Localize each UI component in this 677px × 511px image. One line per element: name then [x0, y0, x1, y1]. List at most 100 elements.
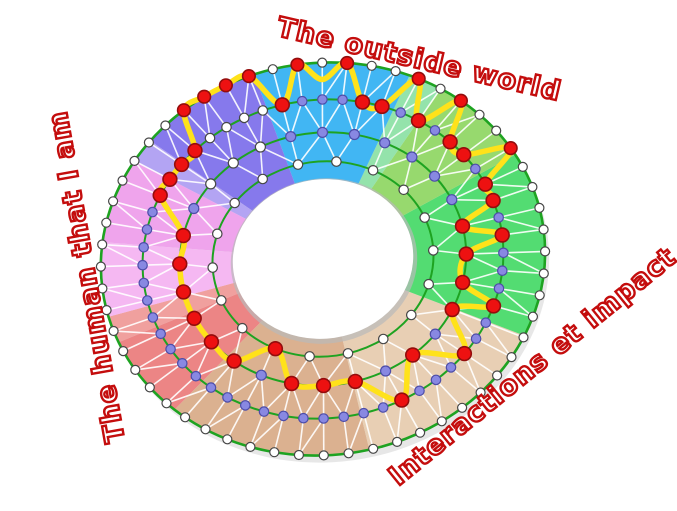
- selected-node[interactable]: [283, 375, 300, 392]
- outer-node[interactable]: [534, 290, 545, 301]
- outer-node[interactable]: [97, 283, 108, 294]
- outer-node[interactable]: [317, 57, 328, 68]
- inner-node[interactable]: [331, 156, 342, 167]
- ring2-node[interactable]: [395, 107, 406, 118]
- ring2-node[interactable]: [496, 265, 508, 276]
- outer-node[interactable]: [435, 83, 446, 94]
- selected-node[interactable]: [494, 227, 510, 243]
- ring2-node[interactable]: [204, 132, 216, 144]
- selected-node[interactable]: [405, 347, 421, 363]
- outer-node[interactable]: [143, 137, 154, 148]
- selected-node[interactable]: [290, 57, 305, 72]
- selected-node[interactable]: [347, 373, 363, 390]
- selected-node[interactable]: [410, 112, 427, 129]
- selected-node[interactable]: [444, 301, 460, 318]
- ring2-node[interactable]: [470, 333, 482, 344]
- ring2-node[interactable]: [414, 385, 425, 397]
- outer-node[interactable]: [161, 398, 172, 409]
- ring2-node[interactable]: [137, 259, 148, 271]
- ring2-node[interactable]: [337, 94, 348, 106]
- selected-node[interactable]: [456, 147, 472, 163]
- outer-node[interactable]: [457, 402, 468, 413]
- ring2-node[interactable]: [338, 411, 350, 423]
- selected-node[interactable]: [456, 345, 473, 362]
- selected-node[interactable]: [394, 392, 410, 408]
- ring3-node[interactable]: [285, 131, 297, 143]
- outer-node[interactable]: [117, 175, 128, 186]
- selected-node[interactable]: [176, 103, 191, 118]
- ring2-node[interactable]: [205, 382, 217, 393]
- outer-node[interactable]: [436, 416, 447, 427]
- outer-node[interactable]: [390, 65, 401, 77]
- ring3-node[interactable]: [188, 202, 200, 215]
- ring2-node[interactable]: [430, 374, 442, 386]
- ring2-node[interactable]: [377, 402, 389, 413]
- ring2-node[interactable]: [278, 410, 289, 422]
- outer-node[interactable]: [506, 352, 517, 363]
- ring3-node[interactable]: [205, 178, 217, 190]
- ring3-node[interactable]: [379, 137, 391, 149]
- ring2-node[interactable]: [138, 242, 149, 253]
- selected-node[interactable]: [175, 284, 192, 300]
- selected-node[interactable]: [267, 341, 284, 357]
- selected-node[interactable]: [175, 227, 192, 244]
- selected-node[interactable]: [226, 353, 242, 369]
- inner-node[interactable]: [212, 228, 223, 240]
- selected-node[interactable]: [442, 134, 458, 150]
- outer-node[interactable]: [144, 382, 155, 393]
- ring3-node[interactable]: [254, 141, 266, 153]
- selected-node[interactable]: [186, 310, 202, 326]
- outer-node[interactable]: [318, 450, 329, 461]
- inner-node[interactable]: [398, 184, 409, 196]
- ring2-node[interactable]: [358, 407, 369, 419]
- ring3-node[interactable]: [348, 128, 360, 141]
- selected-node[interactable]: [411, 71, 426, 86]
- inner-node[interactable]: [207, 262, 218, 273]
- selected-node[interactable]: [218, 78, 233, 93]
- inner-node[interactable]: [367, 165, 379, 176]
- selected-node[interactable]: [503, 141, 518, 156]
- outer-node[interactable]: [293, 449, 304, 461]
- ring3-node[interactable]: [429, 170, 441, 182]
- selected-node[interactable]: [152, 187, 168, 204]
- outer-node[interactable]: [160, 120, 171, 131]
- ring3-node[interactable]: [227, 157, 239, 169]
- selected-node[interactable]: [197, 89, 212, 104]
- outer-node[interactable]: [539, 246, 551, 257]
- ring2-node[interactable]: [298, 412, 309, 424]
- inner-node[interactable]: [304, 351, 315, 362]
- outer-node[interactable]: [130, 364, 141, 375]
- outer-node[interactable]: [269, 447, 280, 458]
- selected-node[interactable]: [454, 218, 471, 234]
- selected-node[interactable]: [485, 298, 502, 314]
- ring2-node[interactable]: [257, 105, 269, 116]
- outer-node[interactable]: [180, 412, 191, 423]
- outer-node[interactable]: [415, 427, 426, 438]
- ring2-node[interactable]: [480, 317, 492, 328]
- selected-node[interactable]: [173, 156, 190, 173]
- outer-node[interactable]: [491, 125, 502, 136]
- ring2-node[interactable]: [221, 121, 232, 133]
- outer-node[interactable]: [492, 370, 503, 381]
- selected-node[interactable]: [315, 377, 332, 394]
- ring3-node[interactable]: [446, 194, 458, 206]
- inner-node[interactable]: [427, 245, 439, 256]
- outer-node[interactable]: [101, 305, 112, 316]
- inner-node[interactable]: [292, 159, 304, 170]
- selected-node[interactable]: [340, 55, 355, 71]
- selected-node[interactable]: [203, 334, 220, 350]
- outer-node[interactable]: [538, 268, 549, 279]
- ring2-node[interactable]: [147, 312, 159, 323]
- outer-node[interactable]: [392, 436, 403, 447]
- outer-node[interactable]: [368, 443, 379, 454]
- outer-node[interactable]: [518, 332, 529, 343]
- selected-node[interactable]: [485, 192, 501, 209]
- outer-node[interactable]: [107, 196, 119, 207]
- ring2-node[interactable]: [147, 206, 158, 218]
- ring2-node[interactable]: [165, 343, 176, 355]
- inner-node[interactable]: [405, 309, 417, 321]
- selected-node[interactable]: [455, 274, 471, 291]
- outer-node[interactable]: [97, 239, 108, 250]
- outer-node[interactable]: [101, 217, 112, 228]
- selected-node[interactable]: [274, 97, 290, 113]
